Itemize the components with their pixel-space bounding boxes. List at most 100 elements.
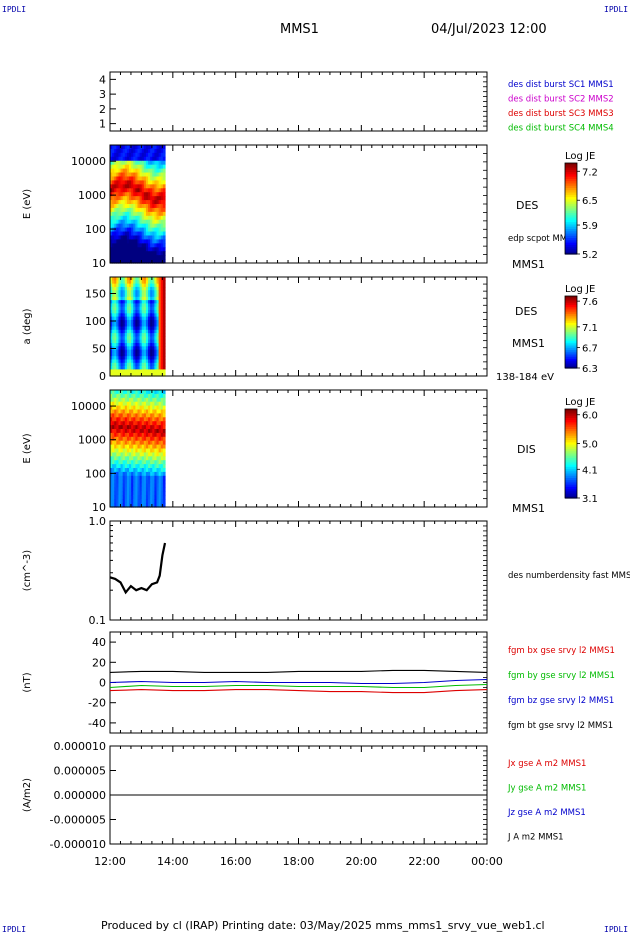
spectrogram-cell-3 <box>160 456 164 461</box>
spectrogram-cell-1 <box>114 215 117 221</box>
spectrogram-cell-3 <box>122 397 126 403</box>
spectrogram-cell-1 <box>137 160 141 166</box>
spectrogram-cell-3 <box>133 468 136 473</box>
spectrogram-cell-2 <box>156 283 160 288</box>
spectrogram-cell-1 <box>156 227 160 233</box>
spectrogram-cell-3 <box>158 409 162 414</box>
spectrogram-cell-2 <box>160 306 164 311</box>
colorbar-cell-2 <box>565 308 577 311</box>
colorbar-cell-2 <box>565 301 577 304</box>
spectrogram-cell-1 <box>156 259 160 264</box>
spectrogram-cell-2 <box>114 372 117 377</box>
spectrogram-cell-2 <box>131 343 134 347</box>
spectrogram-cell-3 <box>110 397 113 403</box>
spectrogram-cell-2 <box>152 359 156 364</box>
spectrogram-cell-2 <box>162 293 166 298</box>
spectrogram-cell-2 <box>116 349 120 354</box>
spectrogram-cell-1 <box>112 192 115 197</box>
spectrogram-cell-2 <box>143 333 147 337</box>
spectrogram-cell-3 <box>131 432 134 438</box>
spectrogram-cell-2 <box>135 366 139 370</box>
colorbar-cell-3 <box>565 415 577 419</box>
spectrogram-cell-1 <box>143 204 147 209</box>
colorbar-cell-2 <box>565 297 577 301</box>
spectrogram-cell-2 <box>116 296 120 301</box>
spectrogram-cell-1 <box>114 168 117 174</box>
spectrogram-cell-2 <box>122 339 126 344</box>
spectrogram-cell-3 <box>139 491 143 496</box>
spectrogram-cell-1 <box>129 231 132 237</box>
spectrogram-cell-1 <box>126 160 130 166</box>
colorbar-cell-2 <box>565 350 577 353</box>
colorbar-cell-1 <box>565 197 577 200</box>
spectrogram-cell-3 <box>160 421 164 426</box>
spectrogram-cell-2 <box>126 333 130 337</box>
spectrogram-cell-1 <box>122 227 126 233</box>
spectrogram-cell-3 <box>122 483 126 489</box>
spectrogram-cell-2 <box>112 323 115 328</box>
spectrogram-cell-3 <box>129 471 132 477</box>
spectrogram-cell-2 <box>129 349 132 354</box>
spectrogram-cell-2 <box>131 346 134 351</box>
x-tick-label: 14:00 <box>157 855 189 868</box>
spectrogram-cell-1 <box>129 239 132 244</box>
spectrogram-cell-3 <box>160 460 164 465</box>
spectrogram-cell-2 <box>122 310 126 314</box>
spectrogram-cell-3 <box>131 397 134 403</box>
spectrogram-cell-1 <box>110 180 113 185</box>
spectrogram-cell-2 <box>148 359 151 364</box>
spectrogram-cell-1 <box>118 145 122 150</box>
spectrogram-cell-1 <box>139 192 143 197</box>
spectrogram-cell-3 <box>120 417 124 422</box>
spectrogram-cell-1 <box>122 231 126 237</box>
spectrogram-cell-2 <box>116 316 120 321</box>
spectrogram-cell-1 <box>145 243 149 248</box>
spectrogram-cell-2 <box>129 356 132 361</box>
spectrogram-cell-1 <box>133 156 136 162</box>
colorbar-tick-label-1: 5.9 <box>582 221 598 232</box>
spectrogram-cell-3 <box>139 401 143 407</box>
spectrogram-cell-1 <box>143 227 147 233</box>
spectrogram-cell-1 <box>150 196 153 201</box>
spectrogram-cell-3 <box>135 487 139 492</box>
spectrogram-cell-1 <box>137 200 141 205</box>
spectrogram-cell-2 <box>158 362 162 367</box>
spectrogram-cell-1 <box>118 215 122 221</box>
spectrogram-cell-1 <box>150 152 153 158</box>
spectrogram-cell-1 <box>150 192 153 197</box>
spectrogram-cell-3 <box>158 499 162 504</box>
spectrogram-cell-2 <box>143 277 147 281</box>
colorbar-cell-1 <box>565 238 577 241</box>
spectrogram-cell-1 <box>133 160 136 166</box>
spectrogram-cell-3 <box>114 397 117 403</box>
spectrogram-cell-3 <box>122 409 126 414</box>
spectrogram-cell-3 <box>126 499 130 504</box>
spectrogram-cell-1 <box>152 235 156 240</box>
spectrogram-cell-2 <box>158 336 162 341</box>
spectrogram-cell-1 <box>135 231 139 237</box>
spectrogram-cell-2 <box>152 326 156 331</box>
spectrogram-cell-2 <box>112 326 115 331</box>
spectrogram-cell-2 <box>118 372 122 377</box>
spectrogram-cell-2 <box>156 290 160 295</box>
spectrogram-cell-1 <box>152 172 156 178</box>
spectrogram-cell-1 <box>122 255 126 260</box>
spectrogram-cell-1 <box>158 231 162 237</box>
spectrogram-cell-3 <box>135 452 139 457</box>
spectrogram-cell-2 <box>162 366 166 370</box>
spectrogram-cell-2 <box>160 290 164 295</box>
spectrogram-cell-2 <box>110 306 113 311</box>
spectrogram-cell-2 <box>148 316 151 321</box>
spectrogram-cell-3 <box>114 421 117 426</box>
spectrogram-cell-1 <box>116 192 120 197</box>
spectrogram-cell-1 <box>143 231 147 237</box>
spectrogram-cell-2 <box>145 323 149 328</box>
spectrogram-cell-2 <box>137 293 141 298</box>
spectrogram-cell-3 <box>110 483 113 489</box>
spectrogram-cell-1 <box>139 251 143 256</box>
spectrogram-cell-1 <box>122 184 126 189</box>
spectrogram-cell-2 <box>143 326 147 331</box>
colorbar-cell-1 <box>565 203 577 207</box>
spectrogram-cell-1 <box>116 160 120 166</box>
spectrogram-cell-3 <box>156 425 160 430</box>
